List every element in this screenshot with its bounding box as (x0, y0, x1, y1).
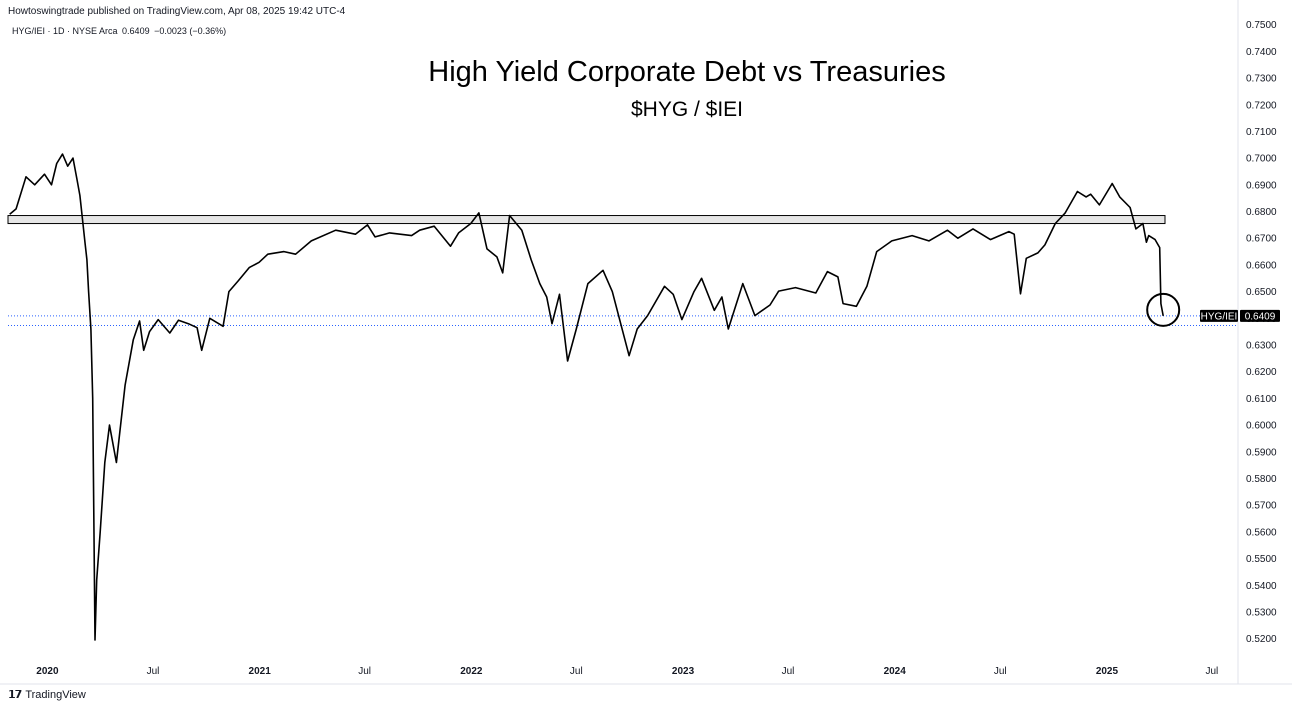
x-tick-label: Jul (1206, 666, 1219, 677)
x-tick-label: Jul (570, 666, 583, 677)
x-tick-label: Jul (358, 666, 371, 677)
y-tick-label: 0.5300 (1246, 607, 1277, 618)
tradingview-logo[interactable]: 𝟭𝟳 TradingView (8, 688, 86, 702)
y-tick-label: 0.6300 (1246, 341, 1277, 352)
y-tick-label: 0.5600 (1246, 527, 1277, 538)
y-tick-label: 0.7000 (1246, 154, 1277, 165)
last-price-tag-name: HYG/IEI (1201, 311, 1238, 322)
y-tick-label: 0.5400 (1246, 581, 1277, 592)
last-price-tag[interactable]: HYG/IEI 0.6409 (1200, 309, 1280, 323)
x-tick-label: 2021 (249, 666, 272, 677)
series-line-0[interactable] (9, 153, 1164, 641)
y-tick-label: 0.7400 (1246, 47, 1277, 58)
tradingview-logo-icon: 𝟭𝟳 (8, 689, 22, 701)
x-tick-label: 2024 (884, 666, 907, 677)
y-tick-label: 0.5500 (1246, 554, 1277, 565)
chart-subtitle: $HYG / $IEI (630, 98, 744, 121)
y-tick-label: 0.6500 (1246, 287, 1277, 298)
x-tick-label: Jul (994, 666, 1007, 677)
y-tick-label: 0.6600 (1246, 260, 1277, 271)
chart-title: High Yield Corporate Debt vs Treasuries (428, 56, 946, 88)
x-tick-label: 2025 (1096, 666, 1119, 677)
resistance-zone[interactable] (7, 215, 1166, 225)
y-tick-label: 0.7100 (1246, 127, 1277, 138)
last-price-tag-value: 0.6409 (1245, 311, 1276, 322)
publisher-line: Howtoswingtrade published on TradingView… (8, 6, 346, 17)
legend-last-value: 0.6409 (122, 26, 150, 36)
y-tick-label: 0.7300 (1246, 74, 1277, 85)
y-tick-label: 0.7200 (1246, 100, 1277, 111)
y-tick-label: 0.7500 (1246, 20, 1277, 31)
y-tick-label: 0.6700 (1246, 234, 1277, 245)
symbol-legend[interactable]: HYG/IEI · 1D · NYSE Arca 0.6409 −0.0023 … (12, 26, 228, 36)
legend-symbol: HYG/IEI · 1D · NYSE Arca (12, 26, 118, 36)
x-tick-label: 2022 (460, 666, 483, 677)
tradingview-brand: TradingView (25, 688, 86, 701)
x-tick-label: Jul (147, 666, 160, 677)
y-tick-label: 0.5900 (1246, 447, 1277, 458)
y-tick-label: 0.6900 (1246, 180, 1277, 191)
y-tick-label: 0.6200 (1246, 367, 1277, 378)
time-axis: 2020 Jul 2021 Jul 2022 Jul 2023 Jul 2024 Jul 2025 J… (0, 666, 1292, 685)
y-tick-label: 0.5200 (1246, 634, 1277, 645)
y-tick-label: 0.6000 (1246, 421, 1277, 432)
legend-change: −0.0023 (−0.36%) (154, 26, 227, 36)
x-tick-label: Jul (782, 666, 795, 677)
price-axis: 0.7500 0.7400 0.7300 0.7200 0.7100 0.7000 0.69… (1237, 0, 1277, 684)
x-tick-label: 2023 (672, 666, 695, 677)
x-tick-label: 2020 (36, 666, 59, 677)
annotation-circle[interactable] (1146, 292, 1181, 327)
y-tick-label: 0.6800 (1246, 207, 1277, 218)
y-tick-label: 0.6100 (1246, 394, 1277, 405)
y-tick-label: 0.5700 (1246, 501, 1277, 512)
y-tick-label: 0.5800 (1246, 474, 1277, 485)
